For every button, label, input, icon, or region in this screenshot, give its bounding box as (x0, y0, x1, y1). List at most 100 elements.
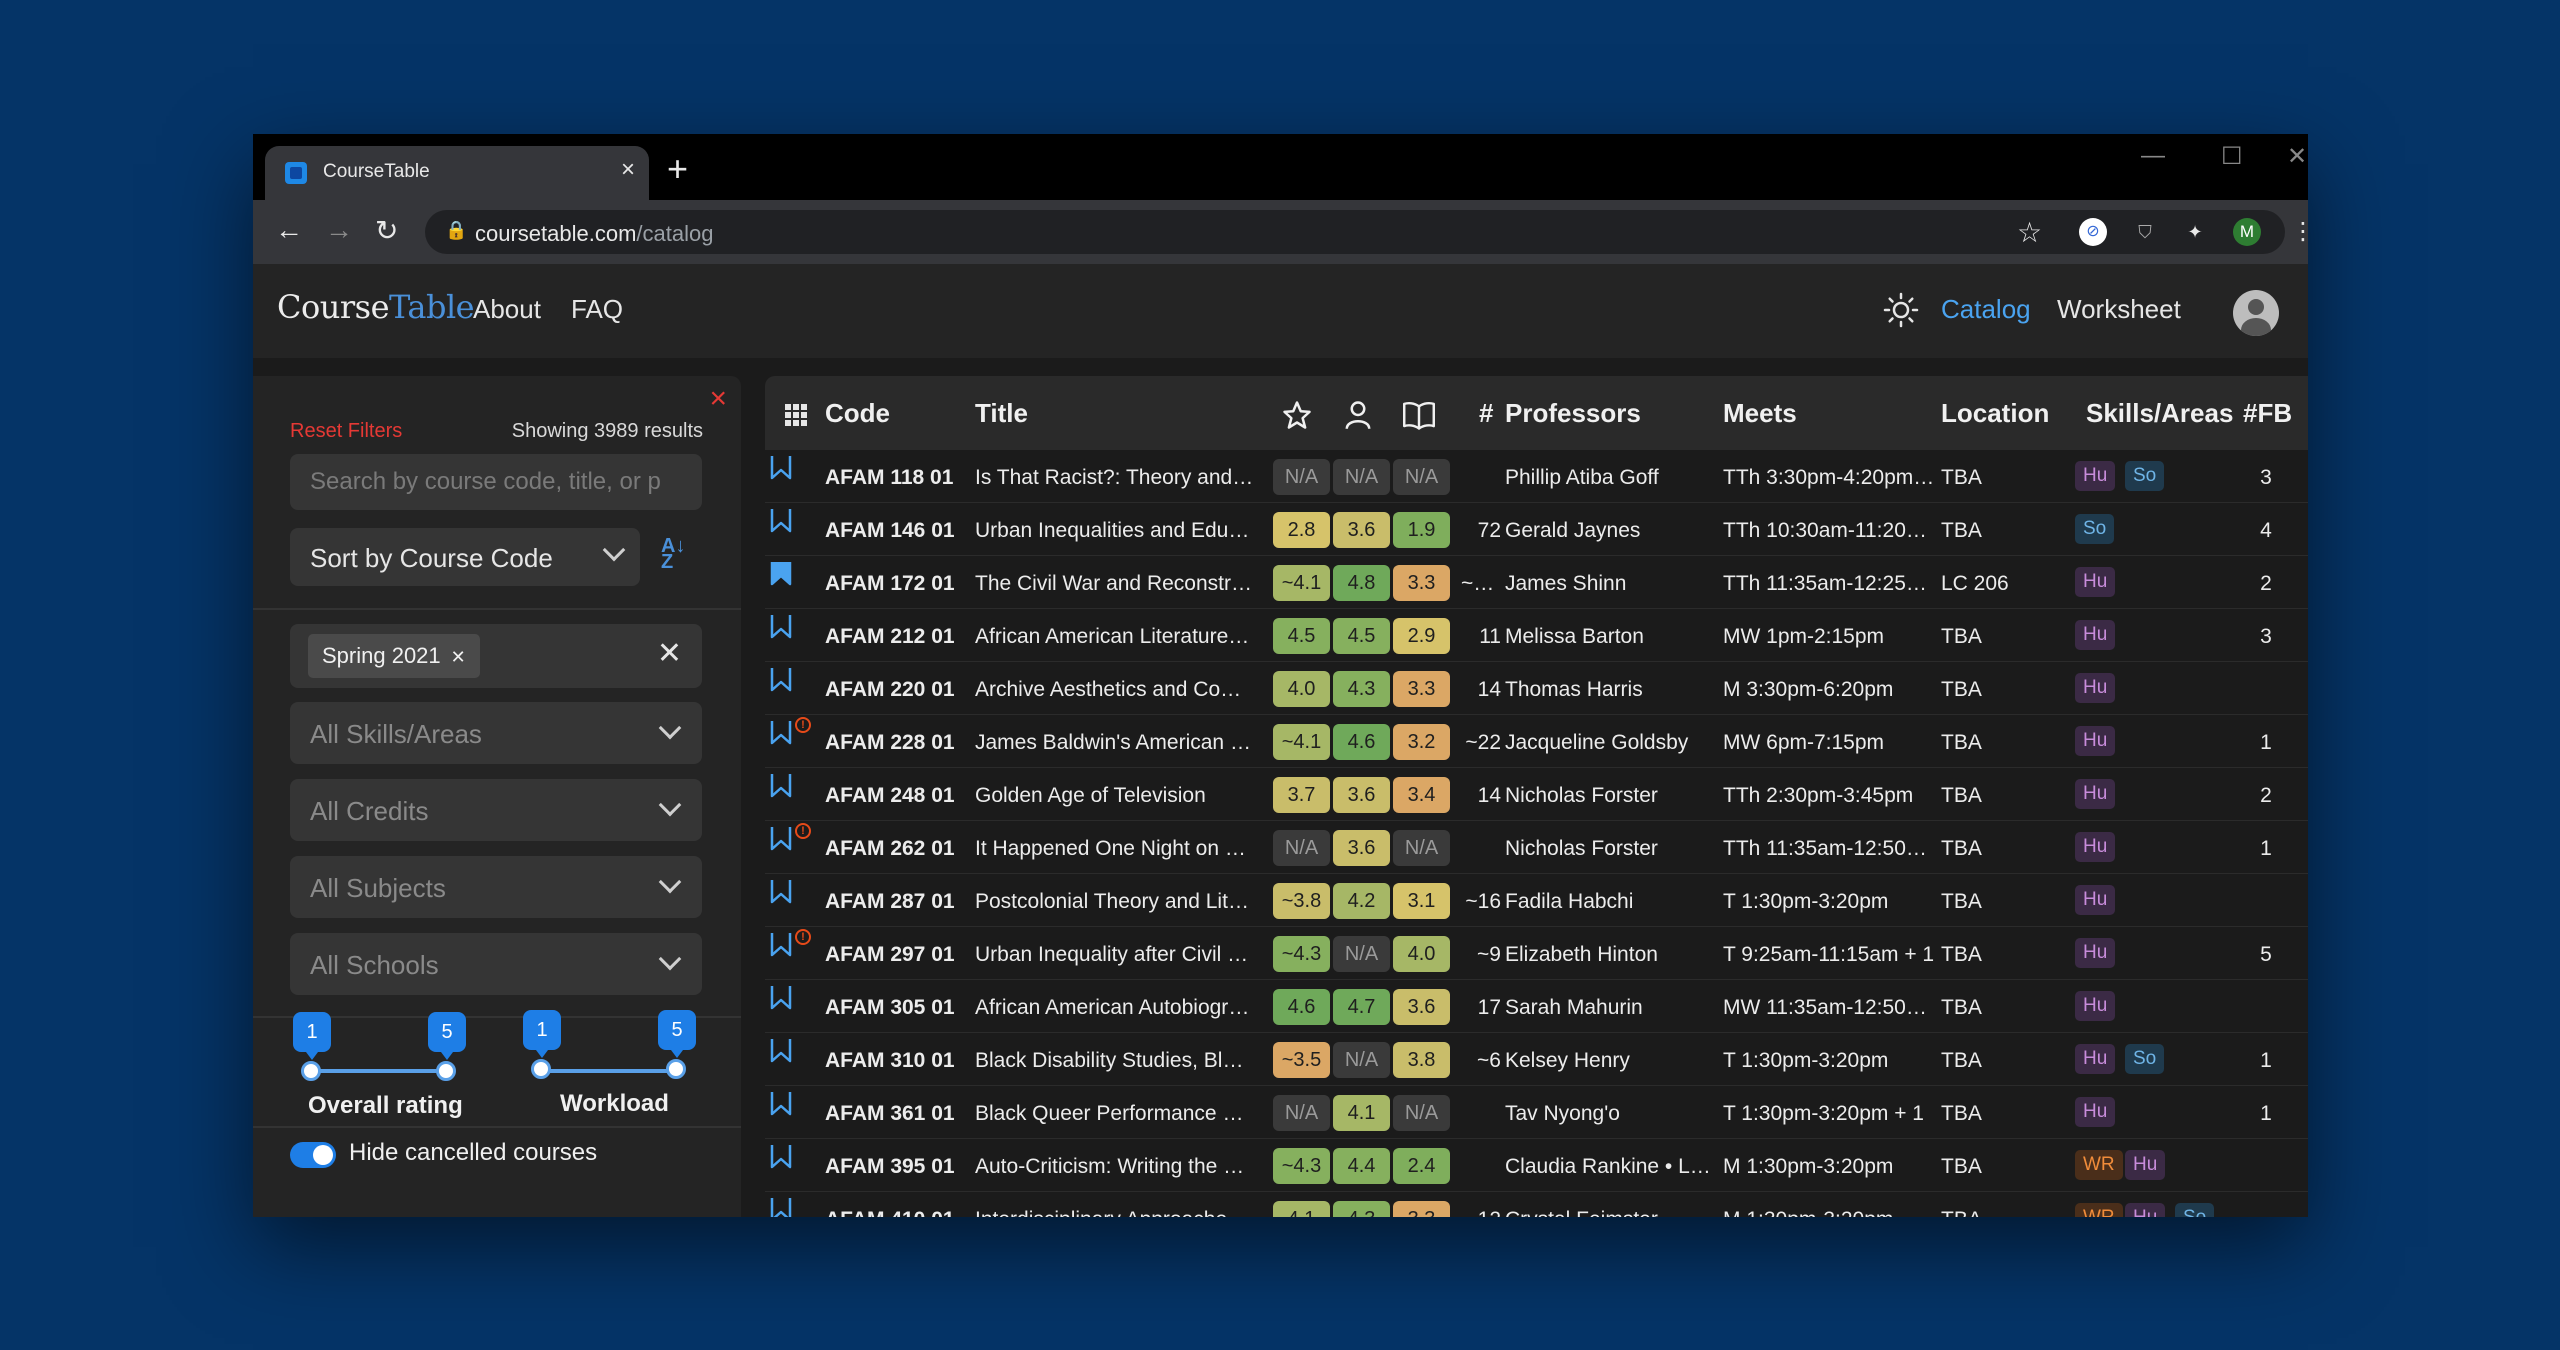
skill-area-tag: Hu (2125, 1203, 2166, 1217)
workload-min-handle[interactable] (531, 1059, 551, 1079)
url-field[interactable]: 🔒 coursetable.com/catalog (425, 210, 2285, 254)
ublock-extension-icon[interactable]: ⛉ (2138, 222, 2152, 242)
workload-max-handle[interactable] (666, 1059, 686, 1079)
meeting-times: T 1:30pm-3:20pm (1723, 1049, 1889, 1072)
theme-toggle-sun-icon[interactable] (1883, 292, 1919, 328)
clear-semester-icon[interactable]: ✕ (656, 637, 682, 670)
profile-avatar-icon[interactable]: M (2233, 218, 2261, 246)
bookmark-icon[interactable] (769, 1143, 793, 1169)
new-tab-icon[interactable]: + (667, 148, 689, 189)
header-person-icon[interactable] (1343, 400, 1373, 430)
credits-select[interactable]: All Credits (290, 779, 702, 841)
table-row[interactable]: AFAM 410 01 Interdisciplinary Approaches … (765, 1192, 2308, 1217)
header-title[interactable]: Title (975, 398, 1028, 428)
nav-catalog[interactable]: Catalog (1941, 294, 2031, 324)
schools-select[interactable]: All Schools (290, 933, 702, 995)
table-row[interactable]: AFAM 395 01 Auto-Criticism: Writing the S… (765, 1139, 2308, 1192)
table-row[interactable]: ! AFAM 228 01 James Baldwin's American Sc.… (765, 715, 2308, 768)
table-row[interactable]: AFAM 212 01 African American Literature i… (765, 609, 2308, 662)
header-star-icon[interactable] (1281, 400, 1313, 430)
nav-about[interactable]: About (473, 294, 541, 324)
forward-icon[interactable]: → (325, 214, 353, 245)
bookmark-icon[interactable] (769, 454, 793, 480)
remove-chip-icon[interactable]: ✕ (450, 647, 466, 667)
browser-menu-icon[interactable]: ⋮ (2291, 218, 2308, 245)
nav-worksheet[interactable]: Worksheet (2057, 294, 2181, 324)
minimize-icon[interactable]: — (2141, 142, 2165, 169)
coursetable-logo[interactable]: CourseTable (277, 288, 475, 326)
table-row[interactable]: AFAM 305 01 African American Autobiogra..… (765, 980, 2308, 1033)
maximize-icon[interactable]: ☐ (2221, 143, 2243, 170)
bookmark-icon[interactable] (769, 507, 793, 533)
bookmark-icon[interactable] (769, 613, 793, 639)
grid-view-icon[interactable] (785, 404, 807, 426)
rating-max-handle[interactable] (436, 1061, 456, 1081)
table-row[interactable]: AFAM 220 01 Archive Aesthetics and Com...… (765, 662, 2308, 715)
header-book-icon[interactable] (1403, 400, 1435, 430)
header-code[interactable]: Code (825, 398, 890, 428)
bookmark-icon[interactable] (769, 984, 793, 1010)
course-title: Urban Inequalities and Educa... (975, 519, 1255, 542)
blocker-extension-icon[interactable]: ⊘ (2079, 218, 2107, 246)
course-title: It Happened One Night on B... (975, 837, 1255, 860)
back-icon[interactable]: ← (275, 214, 303, 245)
bookmark-icon[interactable] (769, 772, 793, 798)
bookmark-star-icon[interactable]: ☆ (2017, 217, 2043, 248)
semester-select[interactable]: Spring 2021 ✕ ✕ (290, 624, 702, 688)
url-text: coursetable.com/catalog (475, 221, 713, 247)
header-num[interactable]: # (1479, 398, 1494, 428)
class-rating-badge: 4.6 (1273, 989, 1330, 1025)
reset-filters-button[interactable]: Reset Filters (290, 420, 403, 442)
class-rating-badge: 4.0 (1273, 671, 1330, 707)
enrollment-count: ~22 (1465, 731, 1501, 754)
table-row[interactable]: ! AFAM 297 01 Urban Inequality after Civil… (765, 927, 2308, 980)
table-row[interactable]: AFAM 118 01 Is That Racist?: Theory and M… (765, 450, 2308, 503)
rating-min-handle[interactable] (301, 1061, 321, 1081)
header-professors[interactable]: Professors (1505, 398, 1641, 428)
workload-badge: 4.0 (1393, 936, 1450, 972)
class-rating-badge: ~3.5 (1273, 1042, 1330, 1078)
enrollment-count: 12 (1461, 1208, 1501, 1217)
user-avatar-icon[interactable] (2233, 290, 2279, 336)
bookmark-icon[interactable] (769, 878, 793, 904)
close-window-icon[interactable]: ✕ (2287, 143, 2308, 170)
sort-select[interactable]: Sort by Course Code (290, 528, 640, 586)
bookmark-filled-icon[interactable] (769, 560, 793, 586)
table-row[interactable]: AFAM 248 01 Golden Age of Television 3.7 3.… (765, 768, 2308, 821)
header-meets[interactable]: Meets (1723, 398, 1797, 428)
nav-faq[interactable]: FAQ (571, 294, 624, 324)
skills-areas-select[interactable]: All Skills/Areas (290, 702, 702, 764)
bookmark-icon[interactable] (769, 719, 793, 745)
bookmark-icon[interactable] (769, 931, 793, 957)
sort-order-az-icon[interactable]: A↓ Z (661, 535, 686, 573)
table-row[interactable]: AFAM 310 01 Black Disability Studies, Bla… (765, 1033, 2308, 1086)
bookmark-icon[interactable] (769, 666, 793, 692)
extensions-puzzle-icon[interactable]: ✦ (2187, 222, 2203, 242)
close-filters-icon[interactable]: × (709, 382, 727, 415)
workload-slider-track[interactable] (543, 1069, 679, 1073)
rating-slider-track[interactable] (313, 1069, 449, 1073)
header-skills-areas[interactable]: Skills/Areas (2086, 398, 2234, 428)
enrollment-count: 17 (1477, 996, 1501, 1019)
bookmark-icon[interactable] (769, 1090, 793, 1116)
table-row[interactable]: AFAM 172 01 The Civil War and Reconstruct… (765, 556, 2308, 609)
bookmark-icon[interactable] (769, 825, 793, 851)
table-row[interactable]: ! AFAM 262 01 It Happened One Night on B..… (765, 821, 2308, 874)
reload-icon[interactable]: ↻ (375, 215, 399, 246)
table-row[interactable]: AFAM 361 01 Black Queer Performance Stu..… (765, 1086, 2308, 1139)
class-rating-badge: 3.7 (1273, 777, 1330, 813)
search-input[interactable] (290, 454, 702, 510)
hide-cancelled-toggle[interactable] (290, 1142, 336, 1168)
header-fb[interactable]: #FB (2243, 398, 2293, 428)
semester-chip: Spring 2021 ✕ (308, 634, 480, 678)
bookmark-icon[interactable] (769, 1196, 793, 1217)
header-location[interactable]: Location (1941, 398, 2050, 428)
tab-close-icon[interactable]: × (620, 156, 635, 183)
skill-area-tag: Hu (2075, 620, 2116, 650)
subjects-select[interactable]: All Subjects (290, 856, 702, 918)
bookmark-icon[interactable] (769, 1037, 793, 1063)
table-row[interactable]: AFAM 146 01 Urban Inequalities and Educa.… (765, 503, 2308, 556)
meeting-times: TTh 3:30pm-4:20pm ... (1723, 466, 1935, 489)
browser-tab[interactable]: CourseTable × (265, 146, 649, 200)
table-row[interactable]: AFAM 287 01 Postcolonial Theory and Liter… (765, 874, 2308, 927)
